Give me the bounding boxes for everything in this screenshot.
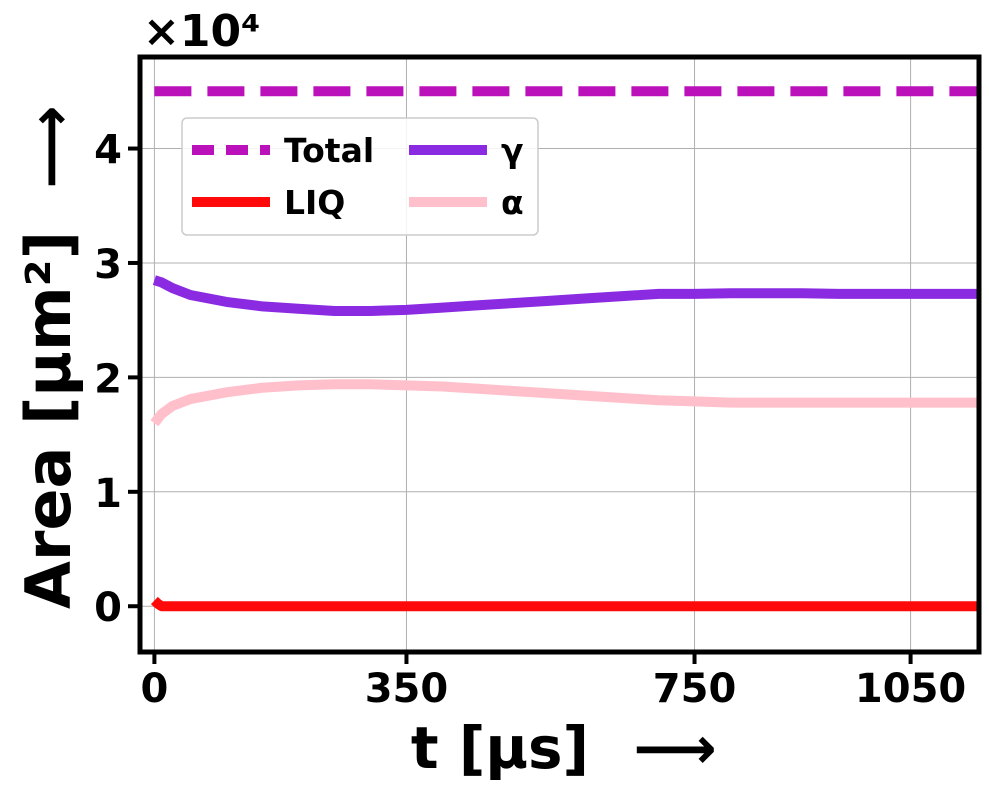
series-line-alpha: [150, 379, 979, 427]
x-axis-title: t [µs]: [411, 714, 589, 782]
x-axis-arrow: ⟶: [633, 714, 716, 782]
legend-label-liq: LIQ: [284, 183, 345, 222]
y-axis-title: Area [µm²]: [12, 231, 85, 609]
legend-label-alpha: α: [501, 183, 524, 222]
y-tick-label-1: 1: [94, 471, 122, 517]
x-axis-ticks: 0 350 750 1050: [140, 652, 966, 712]
y-axis-ticks: 0 1 2 3 4: [94, 128, 140, 631]
legend-label-gamma: γ: [501, 131, 523, 170]
y-axis-multiplier: ×10⁴: [143, 6, 260, 57]
x-tick-label-1: 350: [365, 666, 449, 712]
legend: Total LIQ γα: [181, 117, 539, 236]
series-line-liq: [150, 596, 979, 612]
legend-label-total: Total: [284, 131, 374, 170]
series-line-gamma: [152, 275, 979, 316]
x-tick-label-2: 750: [653, 666, 737, 712]
legend-entries: Total LIQ γα: [192, 131, 524, 222]
plot-frame: [137, 54, 982, 655]
y-tick-label-4: 4: [94, 128, 122, 174]
y-tick-label-3: 3: [94, 242, 122, 288]
x-tick-label-3: 1050: [855, 666, 966, 712]
y-tick-label-2: 2: [94, 356, 122, 402]
series-lines: [150, 86, 979, 612]
x-tick-label-0: 0: [140, 666, 168, 712]
y-tick-label-0: 0: [94, 585, 122, 631]
y-axis-arrow: ⟶: [16, 105, 84, 188]
